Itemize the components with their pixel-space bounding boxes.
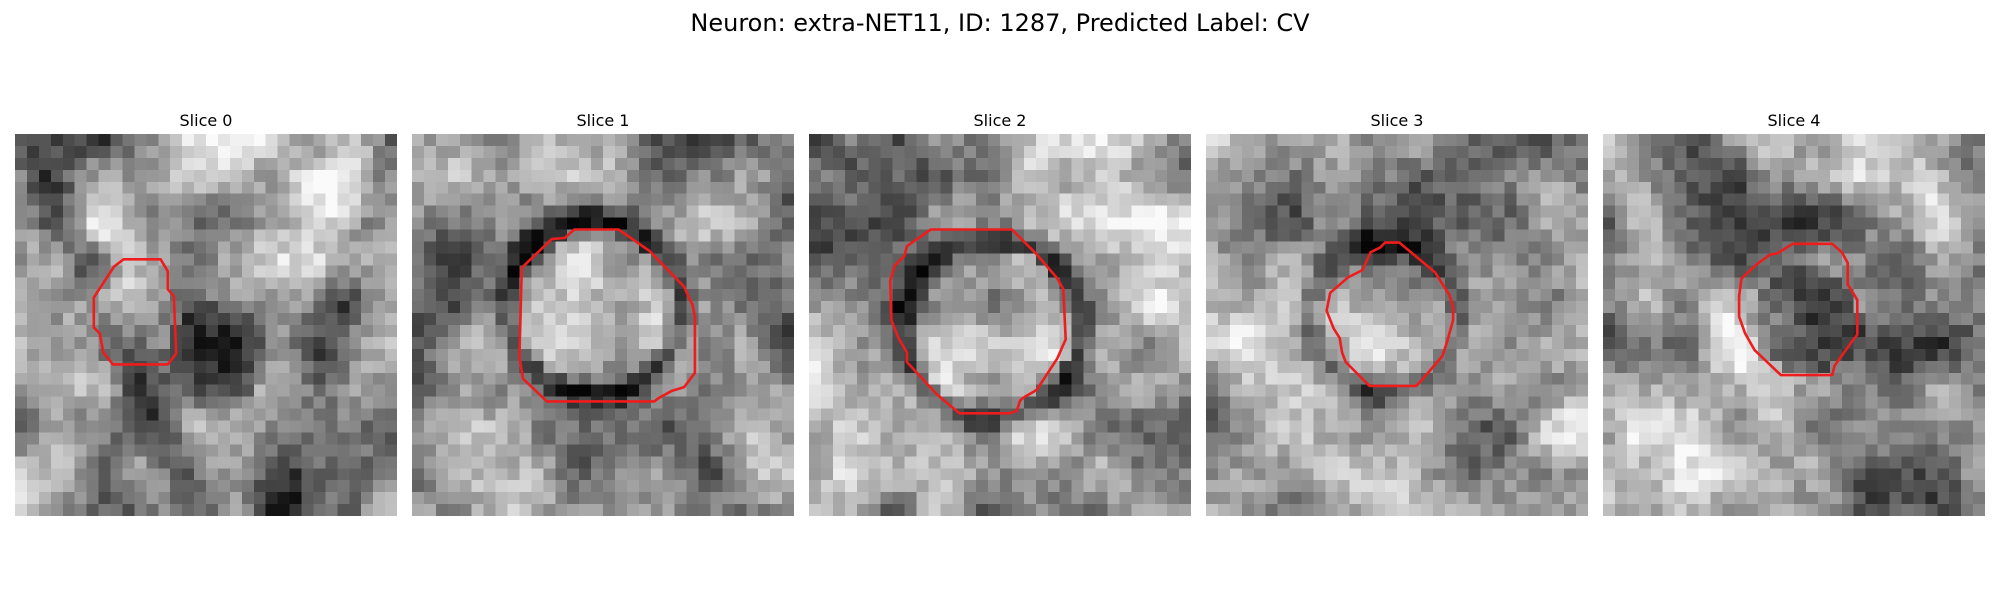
slice-image-3: [1206, 134, 1588, 516]
slice-1-pixels: [412, 134, 794, 516]
slice-4-svg: [1603, 134, 1985, 516]
slice-1-svg: [412, 134, 794, 516]
slice-0-pixels: [15, 134, 397, 516]
slice-2-svg: [809, 134, 1191, 516]
slice-panel-2: Slice 2: [809, 108, 1191, 516]
slice-2-pixels: [809, 134, 1191, 516]
slice-3-pixels: [1206, 134, 1588, 516]
slice-0-red-contour: [92, 258, 178, 366]
slice-3-red-contour: [1325, 241, 1455, 388]
slice-panel-3: Slice 3: [1206, 108, 1588, 516]
slice-panel-4: Slice 4: [1603, 108, 1985, 516]
slice-image-0: [15, 134, 397, 516]
slice-title-1: Slice 1: [576, 111, 630, 130]
slice-4-pixels: [1603, 134, 1985, 516]
slice-4-red-contour: [1737, 242, 1859, 377]
slice-image-2: [809, 134, 1191, 516]
slice-3-svg: [1206, 134, 1588, 516]
figure-title: Neuron: extra-NET11, ID: 1287, Predicted…: [690, 9, 1310, 37]
slice-2-red-contour: [888, 228, 1068, 415]
slice-1-red-contour: [518, 228, 697, 403]
slice-image-4: [1603, 134, 1985, 516]
slice-image-1: [412, 134, 794, 516]
slice-title-3: Slice 3: [1370, 111, 1424, 130]
slice-panel-1: Slice 1: [412, 108, 794, 516]
slice-title-2: Slice 2: [973, 111, 1027, 130]
slice-0-svg: [15, 134, 397, 516]
slice-title-4: Slice 4: [1767, 111, 1821, 130]
slice-title-0: Slice 0: [179, 111, 233, 130]
slice-panel-0: Slice 0: [15, 108, 397, 516]
